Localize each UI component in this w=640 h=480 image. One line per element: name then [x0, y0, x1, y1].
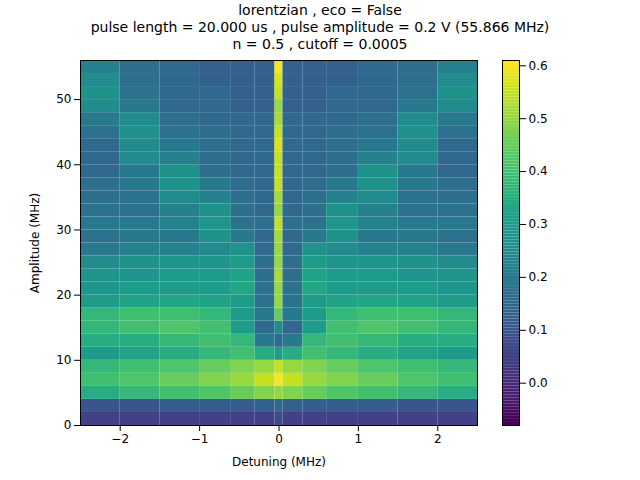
svg-text:Detuning (MHz): Detuning (MHz)	[232, 455, 326, 469]
svg-text:20: 20	[56, 288, 71, 302]
svg-text:0.3: 0.3	[529, 217, 548, 231]
svg-text:30: 30	[56, 223, 71, 237]
svg-text:Amplitude (MHz): Amplitude (MHz)	[28, 193, 42, 293]
svg-text:1: 1	[355, 432, 363, 446]
svg-text:0.2: 0.2	[529, 270, 548, 284]
svg-text:0.0: 0.0	[529, 376, 548, 390]
svg-text:−1: −1	[191, 432, 209, 446]
svg-text:2: 2	[434, 432, 442, 446]
svg-text:0.5: 0.5	[529, 112, 548, 126]
html-text:lorentzian , eco = False pulse: lorentzian , eco = False pulse length = …	[90, 2, 550, 52]
svg-text:0.1: 0.1	[529, 323, 548, 337]
svg-text:0.6: 0.6	[529, 59, 548, 73]
svg-text:0.4: 0.4	[529, 164, 548, 178]
svg-text:0: 0	[275, 432, 283, 446]
svg-text:10: 10	[56, 353, 71, 367]
svg-text:−2: −2	[111, 432, 129, 446]
svg-text:40: 40	[56, 158, 71, 172]
svg-text:50: 50	[56, 92, 71, 106]
svg-text:0: 0	[64, 418, 72, 432]
